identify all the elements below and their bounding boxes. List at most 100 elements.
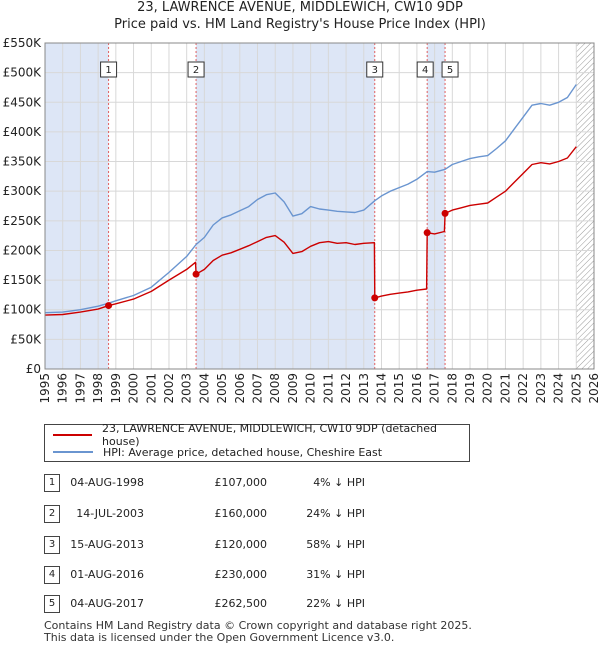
transaction-row: 2 14-JUL-2003 £160,000 24% ↓ HPI bbox=[44, 505, 384, 523]
x-tick-label: 2009 bbox=[286, 373, 300, 404]
transaction-hpi-diff: 24% ↓ HPI bbox=[306, 507, 365, 520]
transaction-price: £262,500 bbox=[214, 597, 268, 610]
chart-title: 23, LAWRENCE AVENUE, MIDDLEWICH, CW10 9D… bbox=[137, 0, 463, 15]
x-tick-label: 2001 bbox=[144, 373, 158, 404]
x-tick-label: 2022 bbox=[516, 373, 530, 404]
transaction-row: 3 15-AUG-2013 £120,000 58% ↓ HPI bbox=[44, 536, 384, 554]
x-tick-label: 2025 bbox=[569, 373, 583, 404]
sale-point bbox=[441, 209, 449, 217]
transaction-date: 04-AUG-1998 bbox=[70, 476, 144, 489]
transaction-hpi-diff: 4% ↓ HPI bbox=[313, 476, 365, 489]
hpi-line bbox=[44, 84, 577, 314]
x-tick-label: 2000 bbox=[127, 373, 141, 404]
y-tick-label: £300K bbox=[3, 184, 43, 198]
x-tick-label: 2021 bbox=[498, 373, 512, 404]
y-tick-label: £500K bbox=[3, 66, 43, 80]
x-tick-label: 2010 bbox=[304, 373, 318, 404]
footer-license: This data is licensed under the Open Gov… bbox=[44, 631, 395, 644]
shaded-span bbox=[45, 43, 109, 369]
y-tick-label: £400K bbox=[3, 125, 43, 139]
legend-item-hpi: HPI: Average price, detached house, Ches… bbox=[53, 443, 382, 461]
x-tick-label: 2024 bbox=[552, 373, 566, 404]
transaction-marker: 5 bbox=[44, 595, 60, 613]
transaction-marker: 1 bbox=[44, 474, 60, 492]
x-tick-label: 1995 bbox=[38, 373, 52, 404]
x-tick-label: 2005 bbox=[215, 373, 229, 404]
legend: 23, LAWRENCE AVENUE, MIDDLEWICH, CW10 9D… bbox=[44, 422, 470, 462]
y-tick-label: £250K bbox=[3, 214, 43, 228]
transaction-price: £230,000 bbox=[214, 568, 268, 581]
x-tick-label: 2015 bbox=[392, 373, 406, 404]
x-tick-label: 1998 bbox=[91, 373, 105, 404]
shaded-span bbox=[196, 43, 375, 369]
legend-swatch-property bbox=[53, 434, 93, 436]
x-tick-label: 1999 bbox=[109, 373, 123, 404]
x-tick-label: 2011 bbox=[321, 373, 335, 404]
property-price-line bbox=[44, 146, 577, 316]
sale-number-box bbox=[441, 61, 459, 78]
sale-number-label: 4 bbox=[422, 65, 428, 76]
x-tick-label: 2019 bbox=[463, 373, 477, 404]
x-tick-label: 2020 bbox=[481, 373, 495, 404]
transaction-marker: 3 bbox=[44, 536, 60, 554]
transaction-marker: 2 bbox=[44, 505, 60, 523]
y-tick-label: £450K bbox=[3, 95, 43, 109]
sale-number-box bbox=[366, 61, 384, 78]
footer-copyright: Contains HM Land Registry data © Crown c… bbox=[44, 619, 472, 632]
sale-number-box bbox=[100, 61, 118, 78]
transaction-marker: 4 bbox=[44, 566, 60, 584]
x-tick-label: 2018 bbox=[445, 373, 459, 404]
x-tick-label: 1997 bbox=[73, 373, 87, 404]
x-tick-label: 2023 bbox=[534, 373, 548, 404]
sale-number-label: 2 bbox=[193, 65, 199, 76]
x-tick-label: 2006 bbox=[233, 373, 247, 404]
transaction-row: 1 04-AUG-1998 £107,000 4% ↓ HPI bbox=[44, 474, 384, 492]
x-tick-label: 2003 bbox=[180, 373, 194, 404]
x-tick-label: 2007 bbox=[251, 373, 265, 404]
sale-point bbox=[371, 294, 379, 302]
x-tick-label: 2002 bbox=[162, 373, 176, 404]
sale-point bbox=[105, 302, 113, 310]
x-tick-label: 2016 bbox=[410, 373, 424, 404]
x-tick-label: 2013 bbox=[357, 373, 371, 404]
y-tick-label: £200K bbox=[3, 243, 43, 257]
shaded-span bbox=[427, 43, 446, 369]
transaction-price: £160,000 bbox=[214, 507, 268, 520]
y-tick-label: £100K bbox=[3, 303, 43, 317]
x-tick-label: 2026 bbox=[587, 373, 600, 404]
x-tick-label: 2012 bbox=[339, 373, 353, 404]
chart-subtitle: Price paid vs. HM Land Registry's House … bbox=[114, 17, 486, 32]
legend-item-property: 23, LAWRENCE AVENUE, MIDDLEWICH, CW10 9D… bbox=[53, 422, 469, 448]
legend-swatch-hpi bbox=[53, 451, 93, 453]
transaction-hpi-diff: 22% ↓ HPI bbox=[306, 597, 365, 610]
forecast-hatch bbox=[576, 43, 594, 369]
transaction-date: 04-AUG-2017 bbox=[70, 597, 144, 610]
y-tick-label: £150K bbox=[3, 273, 43, 287]
legend-label-hpi: HPI: Average price, detached house, Ches… bbox=[103, 445, 383, 459]
price-chart: 1 2 3 4 5 £0 £50K £100K £150K £200K £250K £300K £350… bbox=[3, 36, 600, 404]
legend-label-property: 23, LAWRENCE AVENUE, MIDDLEWICH, CW10 9D… bbox=[102, 422, 438, 448]
x-tick-label: 1996 bbox=[56, 373, 70, 404]
transaction-date: 14-JUL-2003 bbox=[76, 507, 144, 520]
y-tick-label: £50K bbox=[10, 332, 42, 346]
sale-number-label: 1 bbox=[105, 65, 111, 76]
transaction-price: £120,000 bbox=[214, 538, 268, 551]
y-tick-label: £550K bbox=[3, 36, 43, 50]
x-tick-label: 2004 bbox=[197, 373, 211, 404]
transaction-price: £107,000 bbox=[214, 476, 268, 489]
sale-point bbox=[192, 270, 200, 278]
sale-point bbox=[423, 229, 431, 237]
x-tick-label: 2008 bbox=[268, 373, 282, 404]
sale-number-box bbox=[416, 61, 434, 78]
transaction-row: 5 04-AUG-2017 £262,500 22% ↓ HPI bbox=[44, 595, 384, 613]
x-tick-label: 2017 bbox=[428, 373, 442, 404]
y-tick-label: £0 bbox=[26, 362, 41, 376]
x-tick-label: 2014 bbox=[374, 373, 388, 404]
transaction-hpi-diff: 58% ↓ HPI bbox=[306, 538, 365, 551]
sale-number-label: 5 bbox=[447, 65, 453, 76]
transaction-date: 15-AUG-2013 bbox=[70, 538, 144, 551]
transaction-date: 01-AUG-2016 bbox=[70, 568, 144, 581]
y-tick-label: £350K bbox=[3, 155, 43, 169]
plot-frame bbox=[44, 42, 595, 370]
sale-number-label: 3 bbox=[372, 65, 378, 76]
